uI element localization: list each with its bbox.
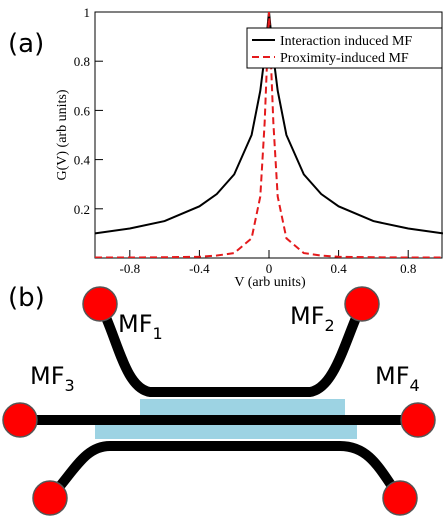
label-subscript: 1	[153, 324, 163, 343]
node-label: MF3	[30, 362, 75, 395]
majorana-node	[382, 480, 418, 516]
substrate	[140, 399, 345, 415]
y-axis-label: G(V) (arb units)	[55, 89, 70, 180]
majorana-node	[400, 402, 436, 438]
substrate	[95, 423, 357, 439]
y-tick-label: 1	[84, 5, 91, 20]
wire	[95, 301, 367, 397]
x-tick-label: 0.4	[330, 261, 347, 276]
node-label: MF4	[375, 362, 420, 395]
y-tick-label: 0.6	[74, 103, 91, 118]
panel-label: (b)	[8, 283, 45, 313]
x-tick-label: -0.8	[120, 261, 141, 276]
majorana-node	[32, 480, 68, 516]
wire	[46, 441, 405, 502]
majorana-node	[2, 402, 38, 438]
label-subscript: 2	[325, 316, 335, 335]
label-text: MF	[30, 362, 65, 390]
y-tick-label: 0.8	[74, 54, 90, 69]
label-text: MF	[375, 362, 410, 390]
panel-label: (a)	[8, 29, 44, 59]
x-tick-label: 0.8	[400, 261, 416, 276]
legend-label: Proximity-induced MF	[280, 51, 409, 66]
node-label: MF1	[118, 310, 163, 343]
legend-box	[246, 27, 443, 69]
y-tick-label: 0.2	[74, 202, 90, 217]
label-subscript: 3	[65, 376, 75, 395]
series-line	[95, 11, 443, 258]
node-label: MF2	[290, 302, 335, 335]
majorana-node	[344, 286, 380, 322]
label-text: MF	[118, 310, 153, 338]
x-tick-label: 0	[266, 261, 273, 276]
x-tick-label: -0.4	[189, 261, 210, 276]
legend-label: Interaction induced MF	[280, 34, 412, 49]
x-axis-label: V (arb units)	[234, 275, 306, 290]
label-text: MF	[290, 302, 325, 330]
majorana-node	[82, 286, 118, 322]
y-tick-label: 0.4	[74, 153, 91, 168]
label-subscript: 4	[410, 376, 420, 395]
